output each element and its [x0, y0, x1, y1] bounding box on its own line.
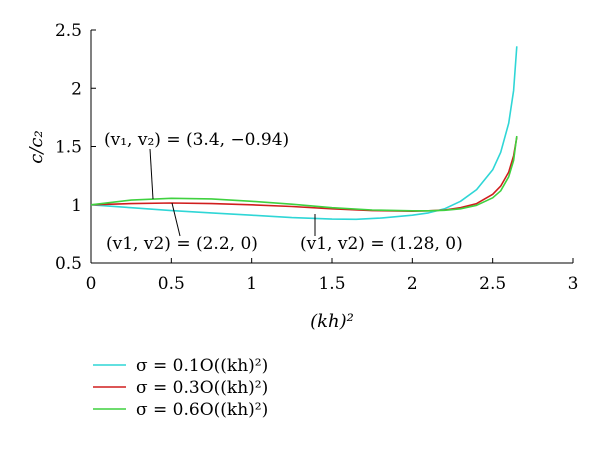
- annotation-leader-1: [149, 148, 154, 200]
- y-tick-label: 1.5: [55, 138, 82, 158]
- x-tick-label: 0: [86, 274, 97, 294]
- series-layer: [90, 46, 518, 221]
- x-ticks: 0 0.5 1 1.5 2 2.5 3: [86, 258, 579, 294]
- x-tick-label: 1.5: [318, 274, 345, 294]
- plot-area: 0.511.522.5 0 0.5 1 1.5 2 2.5 3: [55, 21, 578, 294]
- x-tick-label: 2.5: [479, 274, 506, 294]
- y-tick-label: 1: [71, 196, 82, 216]
- y-tick-label: 2: [71, 79, 82, 99]
- annotation-leader-2: [171, 202, 181, 237]
- series-line-1: [90, 46, 518, 221]
- legend-label-2: σ = 0.3O((kh)²): [136, 378, 268, 398]
- annotations: (v₁, v₂) = (3.4, −0.94) (v1, v2) = (2.2,…: [104, 130, 463, 254]
- y-tick-label: 0.5: [55, 254, 82, 274]
- x-tick-label: 1: [246, 274, 257, 294]
- x-tick-label: 2: [407, 274, 418, 294]
- legend-label-3: σ = 0.6O((kh)²): [136, 400, 268, 420]
- legend-label-1: σ = 0.1O((kh)²): [136, 356, 268, 376]
- x-tick-label: 0.5: [158, 274, 185, 294]
- y-axis-title: c/c₂: [26, 130, 47, 163]
- annotation-2: (v1, v2) = (2.2, 0): [106, 234, 258, 254]
- annotation-1: (v₁, v₂) = (3.4, −0.94): [104, 130, 289, 150]
- series-line-3: [90, 135, 518, 212]
- y-ticks: 0.5 1 1.5 2 2.5: [55, 21, 96, 274]
- legend: σ = 0.1O((kh)²)σ = 0.3O((kh)²)σ = 0.6O((…: [93, 356, 268, 420]
- y-tick-label: 2.5: [55, 21, 82, 41]
- x-axis-title: (kh)²: [310, 311, 354, 332]
- x-tick-label: 3: [568, 274, 579, 294]
- annotation-3: (v1, v2) = (1.28, 0): [300, 234, 463, 254]
